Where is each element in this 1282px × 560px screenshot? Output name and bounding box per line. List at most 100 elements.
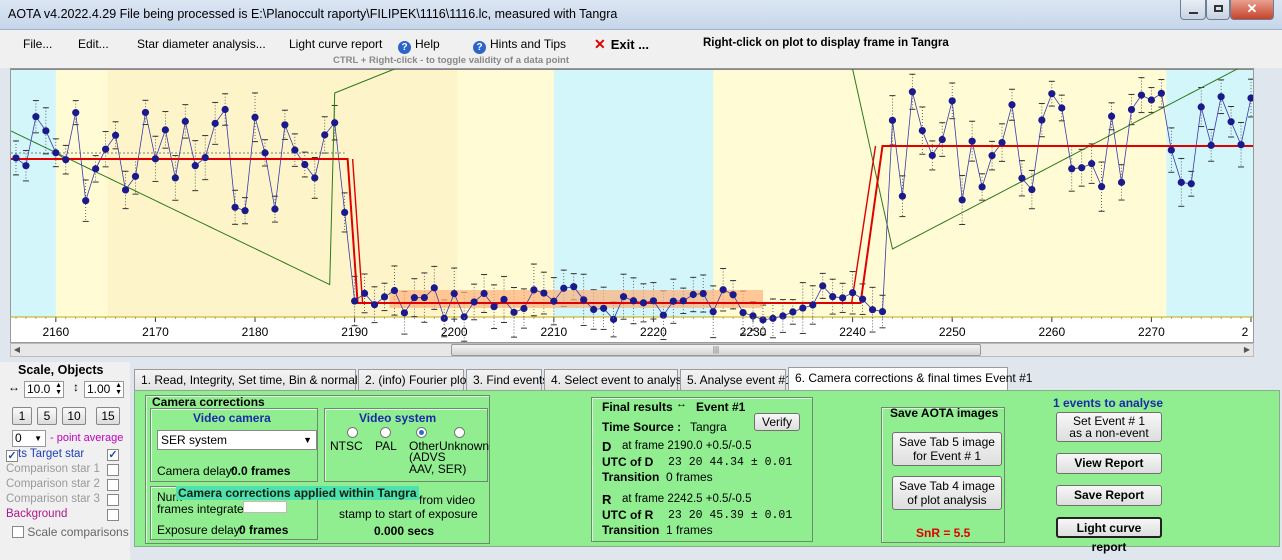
final-results-group: Final results ↔ Event #1 Verify Time Sou…: [591, 397, 813, 542]
close-button[interactable]: ✕: [1230, 0, 1274, 20]
object-row[interactable]: Background: [6, 508, 124, 521]
x-tick-label: 2200: [441, 325, 468, 339]
scale-1-button[interactable]: 1: [12, 407, 32, 425]
other-label: Other: [409, 439, 440, 453]
menu-help[interactable]: ? Help: [398, 37, 440, 54]
scale-15-button[interactable]: 15: [96, 407, 120, 425]
scale-5-button[interactable]: 5: [37, 407, 57, 425]
light-curve-report-button[interactable]: Light curve report: [1056, 517, 1162, 554]
unknown-label: Unknown: [439, 439, 490, 453]
plot-band: [11, 69, 56, 317]
final-event-title: Event #1: [696, 400, 746, 414]
object-row[interactable]: Comparison star 2: [6, 478, 124, 491]
x-tick-label: 2270: [1138, 325, 1165, 339]
event-confidence-band: [389, 290, 763, 308]
time-source-value: Tangra: [690, 420, 727, 434]
data-point: [181, 117, 189, 125]
data-point: [42, 127, 50, 135]
data-point: [62, 156, 70, 164]
scale-10-button[interactable]: 10: [62, 407, 86, 425]
data-point: [669, 297, 677, 305]
maximize-button[interactable]: [1206, 0, 1230, 20]
object-label: Comparison star 2: [6, 478, 100, 490]
tab-fourier-plot[interactable]: 2. (info) Fourier plot: [358, 369, 470, 391]
tab-find-events[interactable]: 3. Find events: [466, 369, 548, 391]
data-point: [839, 294, 847, 302]
camera-select-value: SER system: [161, 433, 228, 447]
scroll-right-icon[interactable]: ▶: [1243, 345, 1251, 354]
menu-hints[interactable]: ? Hints and Tips: [473, 37, 566, 54]
save-images-group: Save AOTA images Save Tab 5 image for Ev…: [881, 406, 1005, 543]
tab-camera-corrections[interactable]: 6. Camera corrections & final times Even…: [788, 367, 1032, 391]
object-checkbox[interactable]: [107, 464, 119, 476]
save-report-button[interactable]: Save Report: [1056, 485, 1162, 506]
scroll-left-icon[interactable]: ◀: [13, 345, 21, 354]
data-point: [510, 308, 518, 316]
x-tick-label: 2260: [1038, 325, 1065, 339]
data-point: [908, 88, 916, 96]
scale-y-spinner[interactable]: 1.00 ▲ ▼: [84, 381, 124, 398]
data-point: [72, 109, 80, 117]
object-row[interactable]: ts Target star: [6, 448, 124, 462]
object-checkbox[interactable]: [107, 449, 119, 461]
data-point: [729, 291, 737, 299]
data-point: [619, 293, 628, 301]
data-point: [231, 203, 239, 211]
view-report-button[interactable]: View Report: [1056, 453, 1162, 474]
data-point: [271, 205, 279, 213]
other-radio[interactable]: [416, 427, 427, 438]
tab-select-event[interactable]: 4. Select event to analyse: [544, 369, 688, 391]
data-point: [1157, 89, 1165, 97]
data-point: [888, 116, 897, 124]
verify-button[interactable]: Verify: [754, 413, 800, 431]
data-point: [1187, 180, 1195, 188]
light-curve-canvas: 2160 2170 2180 2190 2200 2210 2220 2230 2240 2250…: [10, 28, 1255, 342]
menu-light-curve-report[interactable]: Light curve report: [289, 37, 383, 51]
data-point: [1247, 94, 1255, 102]
object-label: ts Target star: [18, 448, 85, 460]
frames-integrated-input[interactable]: [243, 501, 287, 513]
tab-analyse-event[interactable]: 5. Analyse event #1: [680, 369, 792, 391]
scale-comparisons-checkbox[interactable]: [12, 526, 24, 538]
x-tick-label: 2240: [839, 325, 866, 339]
point-average-select[interactable]: 0 ▼: [12, 430, 46, 447]
menu-edit[interactable]: Edit...: [78, 37, 109, 51]
data-point: [331, 119, 339, 127]
save-tab4-button[interactable]: Save Tab 4 image of plot analysis: [892, 476, 1002, 510]
set-non-event-button[interactable]: Set Event # 1 as a non-event: [1056, 412, 1162, 442]
r-label: R: [602, 492, 612, 507]
camera-corrections-title: Camera corrections: [152, 395, 265, 409]
pal-radio[interactable]: [380, 427, 391, 438]
object-checkbox[interactable]: [107, 509, 119, 521]
plot-horizontal-scrollbar[interactable]: ◀ ||| ▶: [10, 343, 1254, 357]
save-tab5-button[interactable]: Save Tab 5 image for Event # 1: [892, 432, 1002, 466]
camera-corrections-group: Camera corrections Video camera SER syst…: [145, 395, 490, 544]
unknown-radio[interactable]: [454, 427, 465, 438]
tab-read-integrity[interactable]: 1. Read, Integrity, Set time, Bin & norm…: [134, 369, 373, 391]
object-row[interactable]: Comparison star 1: [6, 463, 124, 476]
double-arrow-icon: ↔: [676, 398, 687, 410]
ntsc-radio[interactable]: [347, 427, 358, 438]
data-point: [709, 308, 717, 316]
data-point: [1117, 178, 1126, 186]
scroll-thumb[interactable]: |||: [451, 344, 981, 356]
menu-star-diameter[interactable]: Star diameter analysis...: [137, 37, 266, 51]
object-checkbox[interactable]: [107, 479, 119, 491]
data-point: [1008, 101, 1016, 109]
data-point: [938, 135, 946, 144]
menu-exit[interactable]: ✕ Exit ...: [594, 36, 649, 53]
light-curve-plot[interactable]: 2160 2170 2180 2190 2200 2210 2220 2230 2240 2250…: [10, 28, 1255, 343]
scale-comparisons-row[interactable]: Scale comparisons: [12, 525, 129, 539]
camera-select[interactable]: SER system ▼: [157, 430, 317, 450]
data-point: [102, 145, 110, 153]
target-star-visible-checkbox[interactable]: [6, 450, 18, 462]
data-point: [918, 126, 926, 135]
data-point: [779, 312, 787, 320]
minimize-button[interactable]: [1180, 0, 1206, 20]
data-point: [251, 113, 259, 121]
data-point: [221, 105, 229, 114]
object-checkbox[interactable]: [107, 494, 119, 506]
menu-file[interactable]: File...: [23, 37, 53, 51]
object-row[interactable]: Comparison star 3: [6, 493, 124, 506]
scale-x-spinner[interactable]: 10.0 ▲ ▼: [24, 381, 64, 398]
